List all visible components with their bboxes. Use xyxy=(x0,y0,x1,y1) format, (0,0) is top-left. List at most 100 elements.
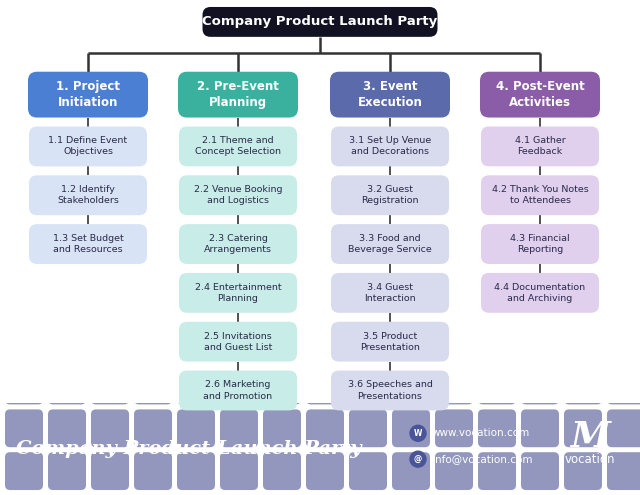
FancyBboxPatch shape xyxy=(481,224,599,264)
FancyBboxPatch shape xyxy=(29,127,147,166)
Text: 3.5 Product
Presentation: 3.5 Product Presentation xyxy=(360,332,420,352)
Text: 3.2 Guest
Registration: 3.2 Guest Registration xyxy=(361,185,419,205)
FancyBboxPatch shape xyxy=(91,409,129,447)
FancyBboxPatch shape xyxy=(306,409,344,447)
FancyBboxPatch shape xyxy=(564,409,602,447)
Circle shape xyxy=(410,451,426,467)
Text: 1.3 Set Budget
and Resources: 1.3 Set Budget and Resources xyxy=(52,234,124,254)
Text: @: @ xyxy=(414,455,422,464)
Text: W: W xyxy=(414,429,422,438)
FancyBboxPatch shape xyxy=(306,452,344,490)
Text: M: M xyxy=(570,420,610,454)
FancyBboxPatch shape xyxy=(349,367,387,404)
FancyBboxPatch shape xyxy=(331,322,449,361)
FancyBboxPatch shape xyxy=(220,409,258,447)
FancyBboxPatch shape xyxy=(331,175,449,215)
FancyBboxPatch shape xyxy=(179,127,297,166)
FancyBboxPatch shape xyxy=(392,452,430,490)
FancyBboxPatch shape xyxy=(331,224,449,264)
FancyBboxPatch shape xyxy=(331,127,449,166)
FancyBboxPatch shape xyxy=(306,367,344,404)
FancyBboxPatch shape xyxy=(5,367,43,404)
Text: 2.1 Theme and
Concept Selection: 2.1 Theme and Concept Selection xyxy=(195,137,281,156)
FancyBboxPatch shape xyxy=(481,273,599,313)
Text: Company Product Launch Party: Company Product Launch Party xyxy=(202,15,438,28)
FancyBboxPatch shape xyxy=(91,452,129,490)
FancyBboxPatch shape xyxy=(134,409,172,447)
Text: 4.3 Financial
Reporting: 4.3 Financial Reporting xyxy=(510,234,570,254)
FancyBboxPatch shape xyxy=(179,371,297,410)
Text: 1.1 Define Event
Objectives: 1.1 Define Event Objectives xyxy=(49,137,127,156)
FancyBboxPatch shape xyxy=(134,367,172,404)
Text: 2.4 Entertainment
Planning: 2.4 Entertainment Planning xyxy=(195,283,282,303)
FancyBboxPatch shape xyxy=(220,367,258,404)
FancyBboxPatch shape xyxy=(435,452,473,490)
FancyBboxPatch shape xyxy=(29,175,147,215)
FancyBboxPatch shape xyxy=(220,452,258,490)
FancyBboxPatch shape xyxy=(202,7,438,37)
Text: www.vocation.com: www.vocation.com xyxy=(432,428,531,438)
Text: info@vocation.com: info@vocation.com xyxy=(432,454,532,464)
FancyBboxPatch shape xyxy=(5,409,43,447)
FancyBboxPatch shape xyxy=(480,72,600,117)
Text: 2. Pre-Event
Planning: 2. Pre-Event Planning xyxy=(197,80,279,109)
Text: 2.6 Marketing
and Promotion: 2.6 Marketing and Promotion xyxy=(204,381,273,400)
FancyBboxPatch shape xyxy=(331,371,449,410)
Text: 3. Event
Execution: 3. Event Execution xyxy=(358,80,422,109)
Text: 4.2 Thank You Notes
to Attendees: 4.2 Thank You Notes to Attendees xyxy=(492,185,588,205)
Text: 2.5 Invitations
and Guest List: 2.5 Invitations and Guest List xyxy=(204,332,272,352)
Text: 1.2 Identify
Stakeholders: 1.2 Identify Stakeholders xyxy=(57,185,119,205)
FancyBboxPatch shape xyxy=(177,452,215,490)
FancyBboxPatch shape xyxy=(179,322,297,361)
FancyBboxPatch shape xyxy=(478,452,516,490)
FancyBboxPatch shape xyxy=(564,452,602,490)
FancyBboxPatch shape xyxy=(481,127,599,166)
FancyBboxPatch shape xyxy=(478,409,516,447)
FancyBboxPatch shape xyxy=(435,409,473,447)
Text: 2.3 Catering
Arrangements: 2.3 Catering Arrangements xyxy=(204,234,272,254)
FancyBboxPatch shape xyxy=(521,452,559,490)
FancyBboxPatch shape xyxy=(607,367,640,404)
FancyBboxPatch shape xyxy=(564,367,602,404)
Text: 4. Post-Event
Activities: 4. Post-Event Activities xyxy=(495,80,584,109)
FancyBboxPatch shape xyxy=(48,409,86,447)
Text: 3.1 Set Up Venue
and Decorations: 3.1 Set Up Venue and Decorations xyxy=(349,137,431,156)
FancyBboxPatch shape xyxy=(331,273,449,313)
FancyBboxPatch shape xyxy=(179,175,297,215)
FancyBboxPatch shape xyxy=(178,72,298,117)
Text: 3.3 Food and
Beverage Service: 3.3 Food and Beverage Service xyxy=(348,234,432,254)
FancyBboxPatch shape xyxy=(330,72,450,117)
FancyBboxPatch shape xyxy=(481,175,599,215)
Circle shape xyxy=(410,425,426,441)
Text: 4.1 Gather
Feedback: 4.1 Gather Feedback xyxy=(515,137,565,156)
FancyBboxPatch shape xyxy=(134,452,172,490)
FancyBboxPatch shape xyxy=(263,409,301,447)
FancyBboxPatch shape xyxy=(177,367,215,404)
FancyBboxPatch shape xyxy=(521,409,559,447)
Text: 1. Project
Initiation: 1. Project Initiation xyxy=(56,80,120,109)
FancyBboxPatch shape xyxy=(263,452,301,490)
Text: 3.6 Speeches and
Presentations: 3.6 Speeches and Presentations xyxy=(348,381,433,400)
FancyBboxPatch shape xyxy=(349,409,387,447)
FancyBboxPatch shape xyxy=(349,452,387,490)
FancyBboxPatch shape xyxy=(48,452,86,490)
FancyBboxPatch shape xyxy=(29,224,147,264)
FancyBboxPatch shape xyxy=(607,452,640,490)
FancyBboxPatch shape xyxy=(179,273,297,313)
FancyBboxPatch shape xyxy=(521,367,559,404)
Text: 3.4 Guest
Interaction: 3.4 Guest Interaction xyxy=(364,283,416,303)
Text: 4.4 Documentation
and Archiving: 4.4 Documentation and Archiving xyxy=(495,283,586,303)
FancyBboxPatch shape xyxy=(263,367,301,404)
Text: vocation: vocation xyxy=(564,452,615,466)
FancyBboxPatch shape xyxy=(28,72,148,117)
Text: 2.2 Venue Booking
and Logistics: 2.2 Venue Booking and Logistics xyxy=(194,185,282,205)
FancyBboxPatch shape xyxy=(177,409,215,447)
FancyBboxPatch shape xyxy=(91,367,129,404)
FancyBboxPatch shape xyxy=(392,367,430,404)
FancyBboxPatch shape xyxy=(179,224,297,264)
Text: Company Product Launch Party: Company Product Launch Party xyxy=(16,440,362,458)
FancyBboxPatch shape xyxy=(435,367,473,404)
FancyBboxPatch shape xyxy=(478,367,516,404)
FancyBboxPatch shape xyxy=(607,409,640,447)
FancyBboxPatch shape xyxy=(48,367,86,404)
